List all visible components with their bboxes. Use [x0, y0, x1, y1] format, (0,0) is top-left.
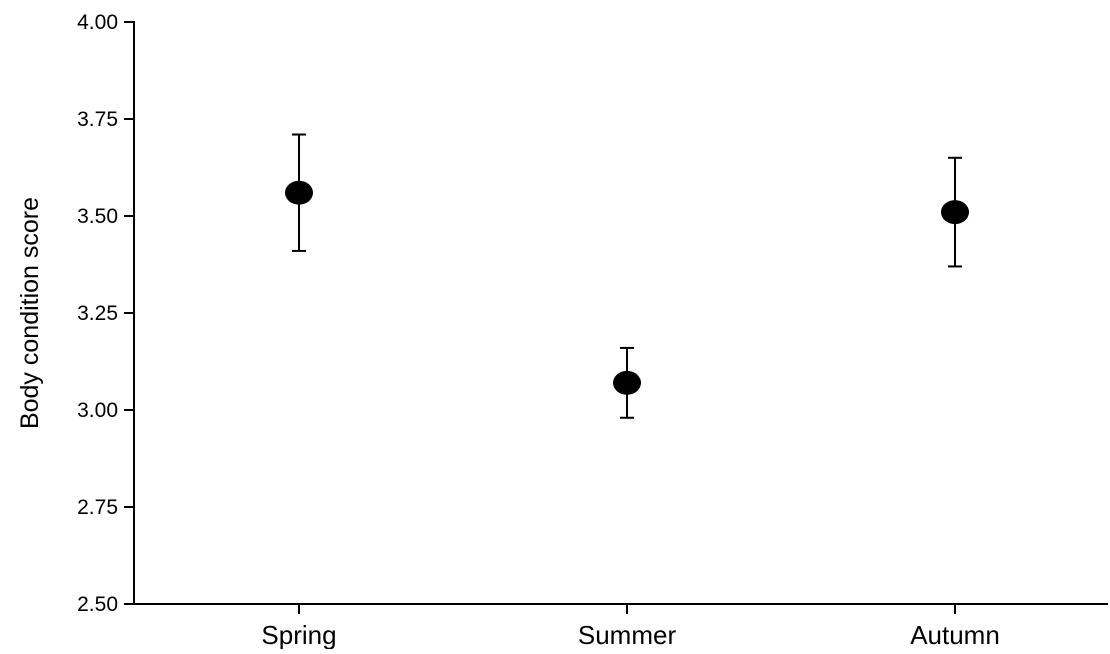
marks-layer [285, 133, 969, 419]
y-tick-label: 3.75 [77, 108, 118, 131]
y-tick-label: 3.50 [77, 205, 118, 228]
y-tick-label: 2.50 [77, 593, 118, 616]
data-point-group [285, 133, 313, 252]
data-point-group [613, 346, 641, 419]
y-tick-label: 2.75 [77, 496, 118, 519]
x-tick-label: Autumn [910, 620, 1000, 649]
axes-layer: 2.50 2.75 3.00 3.25 3.50 3.75 4.00 Spring Summer… [77, 11, 1108, 650]
y-axis-title: Body condition score [16, 197, 44, 429]
x-tick-label: Summer [578, 620, 677, 649]
y-tick-label: 3.25 [77, 302, 118, 325]
data-point-group [941, 156, 969, 268]
data-point [941, 200, 969, 225]
data-point [613, 370, 641, 395]
y-tick-label: 4.00 [77, 11, 118, 34]
y-tick-label: 3.00 [77, 399, 118, 422]
x-tick-label: Spring [261, 620, 336, 649]
data-point [285, 180, 313, 205]
